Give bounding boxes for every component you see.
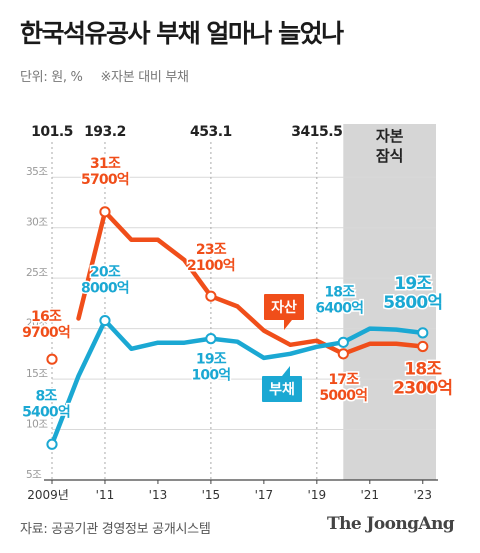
series-line-부채 bbox=[49, 318, 426, 447]
unit-label: 단위: 원, % bbox=[20, 70, 83, 85]
data-label: 5800억 bbox=[383, 293, 442, 313]
data-label: 20조 bbox=[90, 265, 121, 281]
y-tick-label: 20조 bbox=[26, 318, 48, 330]
ratio-note: ※자본 대비 부채 bbox=[100, 70, 189, 85]
point-marker bbox=[99, 206, 111, 218]
point-marker bbox=[46, 353, 58, 365]
data-label: 100억 bbox=[191, 368, 230, 384]
ratio-label: 3415.5 bbox=[291, 124, 342, 140]
series-line-자산 bbox=[76, 209, 426, 357]
data-label: 5000억 bbox=[319, 388, 367, 404]
legend-box bbox=[264, 294, 304, 320]
data-label: 8000억 bbox=[81, 281, 129, 297]
data-label: 19조 bbox=[394, 274, 432, 294]
data-label: 16조 bbox=[31, 309, 62, 325]
point-marker bbox=[417, 340, 429, 353]
data-label: 2100억 bbox=[187, 258, 235, 274]
point-marker bbox=[205, 290, 217, 302]
legend-label: 자산 bbox=[271, 299, 297, 316]
chart-subtitle: 단위: 원, % ※자본 대비 부채 bbox=[20, 66, 189, 85]
y-tick-label: 35조 bbox=[26, 166, 48, 178]
ratio-label: 453.1 bbox=[190, 124, 232, 140]
legend-label: 부채 bbox=[269, 382, 295, 398]
point-marker bbox=[337, 336, 349, 348]
data-label: 18조 bbox=[324, 284, 355, 300]
x-tick-label: '11 bbox=[96, 488, 115, 502]
point-marker bbox=[337, 348, 349, 360]
x-tick-label: '23 bbox=[413, 488, 432, 502]
legend-box bbox=[262, 376, 302, 402]
y-tick-label: 30조 bbox=[26, 217, 48, 229]
point-marker bbox=[46, 438, 58, 450]
ratio-label: 193.2 bbox=[84, 124, 126, 140]
ratio-label: 101.5 bbox=[31, 124, 73, 140]
chart-title: 한국석유공사 부채 얼마나 늘었나 bbox=[20, 19, 344, 48]
legend-pointer bbox=[284, 320, 292, 330]
x-tick-label: '13 bbox=[149, 488, 168, 502]
y-tick-label: 15조 bbox=[26, 368, 48, 380]
data-label: 19조 bbox=[196, 352, 227, 368]
data-label: 6400억 bbox=[315, 300, 363, 316]
data-label: 9700억 bbox=[22, 325, 70, 341]
y-tick-label: 25조 bbox=[26, 267, 48, 279]
legend-부채: 부채 bbox=[262, 366, 302, 402]
source-note: 자료: 공공기관 경영정보 공개시스템 bbox=[20, 522, 211, 537]
band-label: 잠식 bbox=[376, 147, 404, 165]
data-label: 18조 bbox=[404, 359, 442, 379]
data-label: 5400억 bbox=[22, 404, 70, 420]
point-marker bbox=[205, 333, 217, 345]
data-label: 23조 bbox=[196, 242, 227, 258]
legend-자산: 자산 bbox=[264, 294, 304, 330]
legend-pointer bbox=[282, 366, 290, 376]
data-label: 17조 bbox=[328, 372, 359, 388]
y-tick-label: 10조 bbox=[26, 419, 48, 431]
x-tick-label: '19 bbox=[308, 488, 327, 502]
point-marker bbox=[417, 327, 429, 339]
y-tick-label: 5조 bbox=[26, 469, 42, 481]
publisher-logo: The JoongAng bbox=[327, 514, 455, 534]
x-tick-label: 2009년 bbox=[27, 488, 69, 502]
data-label: 31조 bbox=[90, 156, 121, 172]
x-tick-label: '17 bbox=[255, 488, 274, 502]
data-label: 8조 bbox=[35, 388, 57, 404]
capital-impairment-band bbox=[343, 124, 436, 480]
band-label: 자본 bbox=[376, 127, 404, 145]
data-label: 2300억 bbox=[393, 378, 452, 398]
point-marker bbox=[99, 314, 111, 327]
x-tick-label: '21 bbox=[361, 488, 380, 502]
x-tick-label: '15 bbox=[202, 488, 221, 502]
data-label: 5700억 bbox=[81, 172, 129, 188]
